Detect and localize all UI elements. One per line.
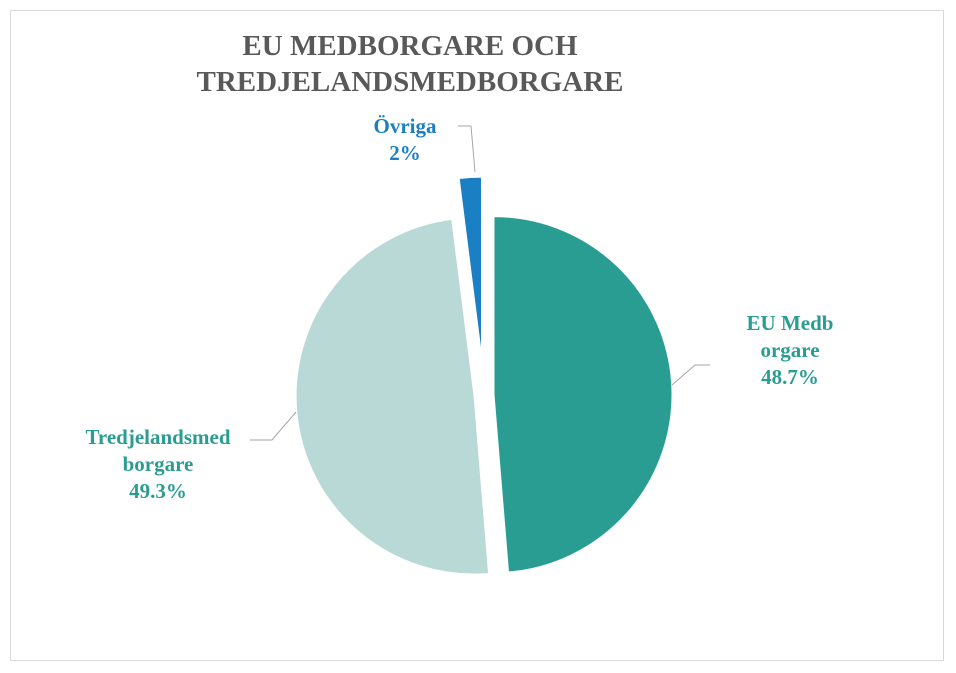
leader-line bbox=[458, 125, 476, 173]
value-label: 49.3% bbox=[129, 479, 187, 503]
leader-line bbox=[250, 411, 297, 441]
pie-slice bbox=[458, 176, 482, 356]
leader-line bbox=[671, 364, 710, 386]
chart-frame bbox=[10, 10, 944, 661]
pie-slice bbox=[295, 218, 490, 575]
pie-slice bbox=[493, 216, 673, 573]
value-label: 48.7% bbox=[761, 365, 819, 389]
slice-label: EU Medborgare 48.7% bbox=[720, 310, 860, 391]
category-label: Övriga bbox=[373, 114, 437, 138]
category-label: EU Medborgare bbox=[746, 311, 834, 362]
slice-label: Övriga 2% bbox=[355, 113, 455, 167]
category-label: Tredjelandsmedborgare bbox=[85, 425, 231, 476]
slice-label: Tredjelandsmedborgare 49.3% bbox=[68, 424, 248, 505]
value-label: 2% bbox=[389, 141, 421, 165]
chart-title: EU MEDBORGARE OCH TREDJELANDSMEDBORGARE bbox=[196, 30, 624, 98]
